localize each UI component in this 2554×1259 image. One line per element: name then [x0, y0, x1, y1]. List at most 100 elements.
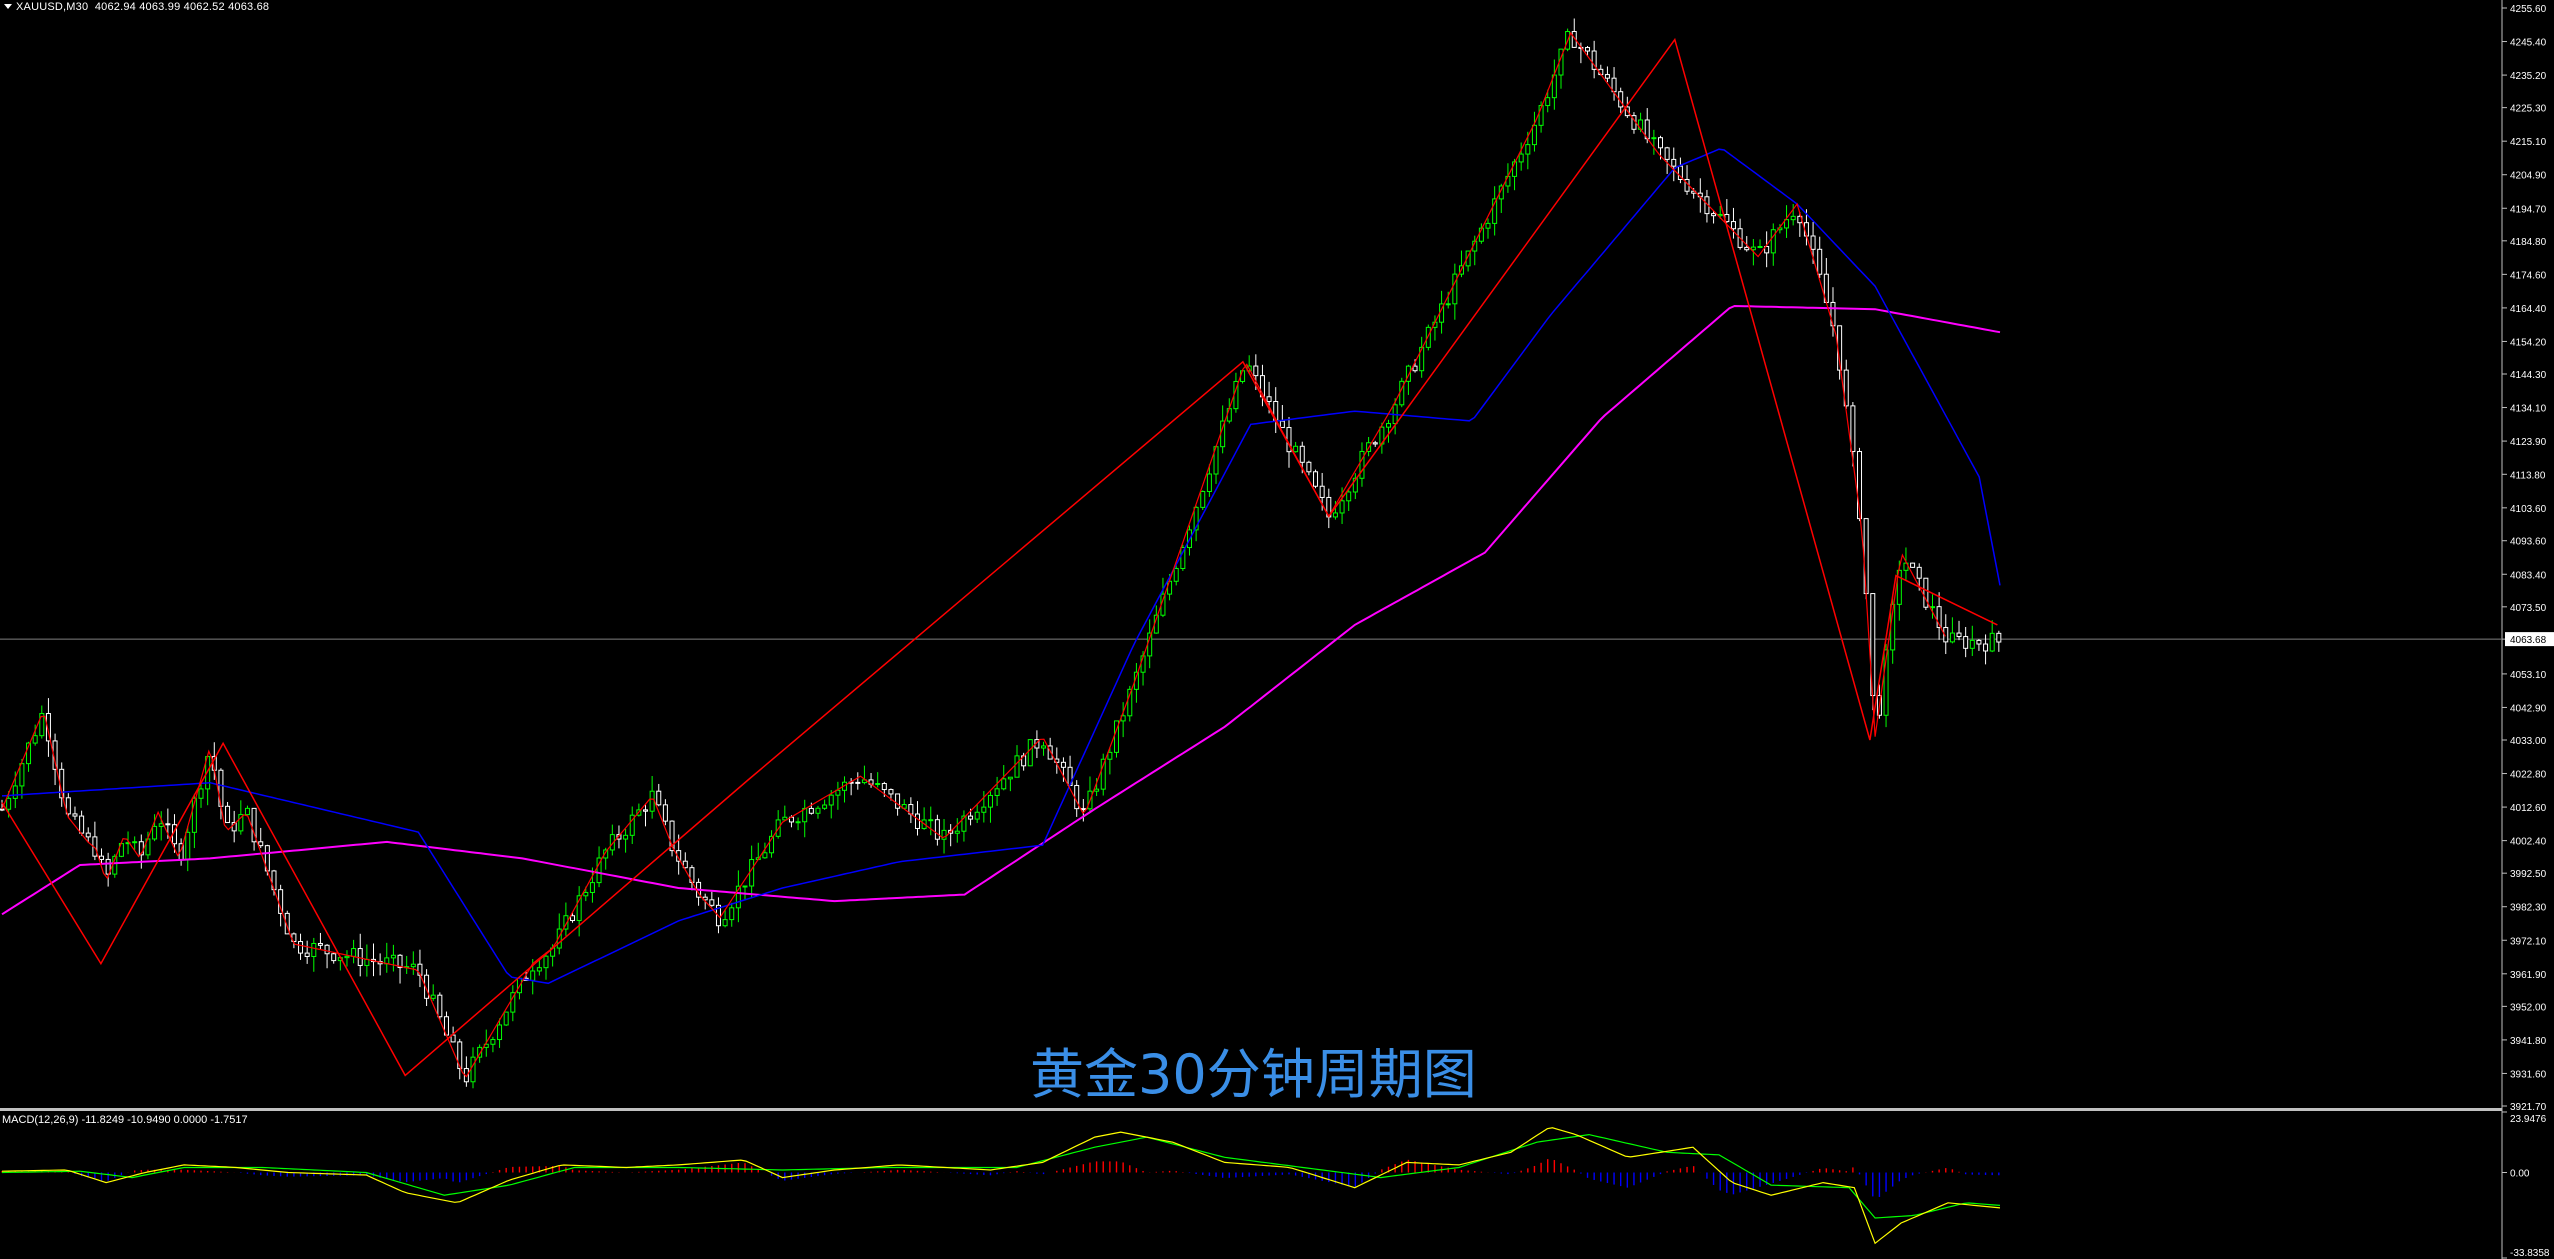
candle-body [994, 788, 1000, 796]
price-tick-label: 4154.20 [2510, 337, 2547, 348]
candle-body [536, 967, 542, 972]
candle-body [1412, 365, 1418, 372]
candle-body [762, 852, 768, 859]
price-tick-label: 4215.10 [2510, 137, 2547, 148]
candle-body [656, 790, 662, 806]
candle-body [987, 794, 993, 808]
candle-body [1750, 246, 1756, 251]
candle-body [477, 1046, 483, 1058]
candle-body [1007, 776, 1013, 780]
candle-body [629, 814, 635, 836]
candle-body [603, 849, 609, 859]
candle-body [974, 811, 980, 820]
candle-body [344, 955, 350, 959]
candle-body [152, 825, 158, 840]
candle-body [1963, 636, 1969, 649]
candle-body [1226, 408, 1232, 422]
macd-signal-line [1, 1133, 2001, 1219]
candle-body [437, 994, 443, 1018]
candle-body [1319, 485, 1325, 498]
candle-body [1107, 751, 1113, 760]
candle-body [1744, 246, 1750, 251]
candle-body [1538, 105, 1544, 126]
candle-body [623, 834, 629, 840]
candle-body [1711, 213, 1717, 217]
candle-body [191, 797, 197, 833]
candle-body [616, 834, 622, 840]
candle-body [1571, 31, 1577, 48]
candle-body [99, 855, 105, 860]
candle-body [1525, 144, 1531, 155]
candle-body [1896, 569, 1902, 605]
price-tick-label: 4022.80 [2510, 770, 2547, 781]
candle-body [351, 948, 357, 957]
price-tick-label: 4164.40 [2510, 304, 2547, 315]
candle-body [941, 829, 947, 840]
candle-body [1757, 245, 1763, 248]
price-tick-label: 4225.30 [2510, 104, 2547, 115]
candle-body [1200, 490, 1206, 508]
candle-body [1989, 632, 1995, 652]
candle-body [1041, 745, 1047, 749]
price-tick-label: 4134.10 [2510, 404, 2547, 415]
price-tick-label: 4204.90 [2510, 171, 2547, 182]
candle-body [901, 804, 907, 809]
candle-body [1266, 396, 1272, 403]
candle-body [0, 808, 5, 811]
candle-body [954, 830, 960, 834]
candle-body [284, 912, 290, 935]
candle-body [278, 889, 284, 914]
candle-body [875, 783, 881, 786]
candle-body [6, 797, 12, 810]
candle-body [1770, 229, 1776, 254]
candle-body [165, 823, 171, 826]
candle-body [1405, 365, 1411, 382]
candle-body [1060, 761, 1066, 768]
candle-body [530, 970, 536, 981]
candle-body [72, 813, 78, 817]
price-tick-label: 4083.40 [2510, 570, 2547, 581]
price-tick-label: 4123.90 [2510, 437, 2547, 448]
candle-body [1730, 221, 1736, 230]
candle-body [1359, 450, 1365, 479]
candle-body [298, 941, 304, 954]
price-tick-label: 3972.10 [2510, 936, 2547, 947]
price-tick-label: 3992.50 [2510, 869, 2547, 880]
price-tick-label: 4255.60 [2510, 4, 2547, 15]
candle-body [1790, 215, 1796, 221]
candle-body [32, 735, 38, 744]
candle-body [1094, 788, 1100, 792]
candle-body [583, 891, 589, 897]
price-tick-label: 4033.00 [2510, 736, 2547, 747]
candle-body [510, 992, 516, 1013]
candle-body [981, 806, 987, 813]
candle-body [1664, 147, 1670, 160]
candle-body [1445, 303, 1451, 306]
candle-body [1352, 477, 1358, 493]
candle-body [835, 789, 841, 796]
candle-body [1863, 518, 1869, 595]
candle-body [1810, 235, 1816, 250]
candle-body [1983, 643, 1989, 652]
candle-body [1585, 47, 1591, 52]
candle-body [769, 835, 775, 854]
candle-body [934, 819, 940, 840]
candle-body [928, 819, 934, 822]
candle-body [1206, 473, 1212, 492]
candle-body [185, 831, 191, 861]
price-tick-label: 4063.68 [2510, 635, 2547, 646]
price-tick-label: 3921.70 [2510, 1102, 2547, 1113]
candle-body [1857, 451, 1863, 520]
candle-body [782, 816, 788, 821]
candle-body [45, 713, 51, 742]
candle-body [1949, 632, 1955, 643]
candle-body [1047, 745, 1053, 760]
candle-body [1001, 778, 1007, 790]
price-tick-label: 4012.60 [2510, 803, 2547, 814]
candle-body [238, 814, 244, 832]
collapse-arrow-icon[interactable] [4, 4, 12, 9]
candle-body [1485, 222, 1491, 229]
candle-body [244, 807, 250, 816]
candle-body [881, 783, 887, 791]
